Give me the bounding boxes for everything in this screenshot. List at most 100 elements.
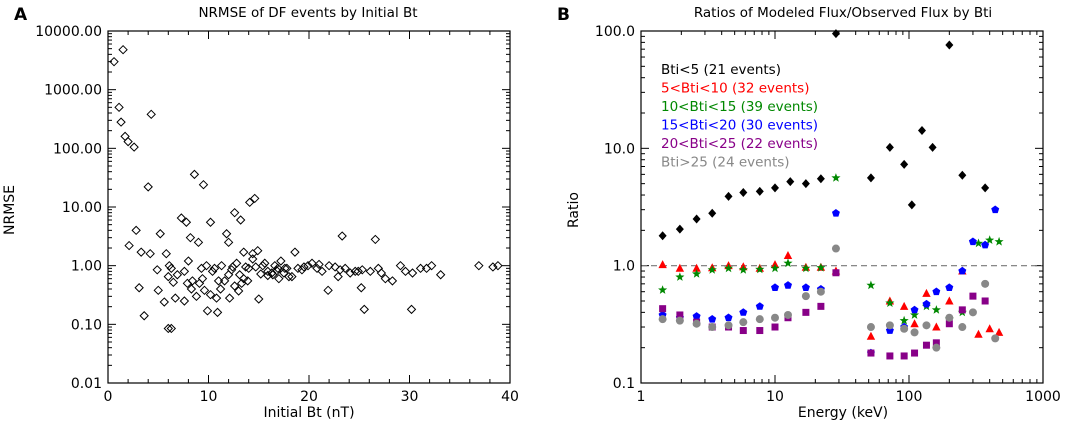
data-point [238,247,249,257]
x-tick-label: 1 [637,389,646,405]
data-point [209,263,220,274]
data-point [885,142,894,152]
data-point [911,349,919,357]
legend-entry: Bti>25 (24 events) [661,155,790,171]
data-point [675,316,684,325]
data-point [406,304,417,315]
data-point [290,247,300,257]
data-point [345,268,355,278]
data-point [945,320,953,328]
panel-b-title: Ratios of Modeled Flux/Observed Flux by … [694,5,992,21]
data-point [242,276,253,286]
data-point [183,256,194,266]
data-point [783,258,793,268]
x-tick-label: 20 [300,389,318,405]
data-point [755,302,764,310]
data-point [229,207,240,218]
data-point [197,273,208,284]
data-point [109,56,119,67]
data-point [168,277,179,288]
data-point [185,232,196,243]
data-point [900,352,908,360]
data-point [223,237,234,248]
data-point [910,310,920,319]
data-point [493,260,503,271]
data-point [692,269,702,278]
data-point [235,215,246,225]
data-point [692,263,701,272]
data-point [276,256,286,266]
panel-a-title: NRMSE of DF events by Initial Bt [198,5,417,21]
data-point [297,265,307,275]
data-point [238,273,249,284]
data-point [260,258,270,268]
legend-entry: 15<Bti<20 (30 events) [661,118,818,134]
data-point [233,286,244,296]
data-point [474,260,484,271]
data-point [817,302,825,310]
data-point [968,308,977,317]
data-point [658,285,668,294]
data-point [932,343,941,352]
data-point [832,269,840,277]
data-point [380,273,391,284]
data-point [129,142,139,152]
data-point [191,291,202,302]
data-point [231,258,242,268]
data-point [207,266,218,277]
data-point [771,323,779,331]
data-point [205,289,216,300]
data-point [784,281,792,289]
data-point [771,183,779,193]
data-point [280,263,290,274]
data-point [166,323,177,334]
data-point [211,293,222,303]
data-point [488,262,498,272]
data-point [251,262,261,272]
data-point [421,263,432,274]
data-point [994,327,1004,336]
data-point [958,170,967,180]
data-point [917,125,926,135]
panel-a-frame [107,30,511,384]
data-point [932,322,941,331]
data-point [370,234,381,245]
data-point [931,305,941,314]
data-point [866,280,876,290]
data-point [124,240,134,251]
data-point [801,292,810,301]
data-point [866,331,876,340]
data-point [179,296,190,306]
x-tick-label: 1000 [1025,389,1061,405]
data-point [337,231,347,241]
data-point [932,339,940,347]
data-point [166,263,177,274]
data-point [287,271,297,282]
data-point [886,352,894,360]
panel-a-ylabel: NRMSE [2,185,18,235]
data-point [692,312,701,320]
y-tick-label: 100.0 [595,24,635,40]
data-point [692,214,701,224]
data-point [922,299,931,308]
data-point [114,102,124,113]
data-point [314,259,324,270]
data-point [213,276,224,286]
data-point [724,321,733,330]
data-point [739,188,748,198]
data-point [176,213,187,223]
data-point [359,304,369,315]
data-point [244,197,255,208]
data-point [739,318,748,327]
y-tick-label: 0.10 [71,317,102,333]
data-point [981,297,989,305]
data-point [182,278,193,289]
data-point [991,334,1000,343]
data-point [755,264,765,274]
data-point [922,321,931,330]
y-tick-label: 10000.00 [35,24,102,40]
data-point [816,287,825,296]
data-point [985,324,994,333]
data-point [738,265,748,274]
data-point [356,283,366,293]
